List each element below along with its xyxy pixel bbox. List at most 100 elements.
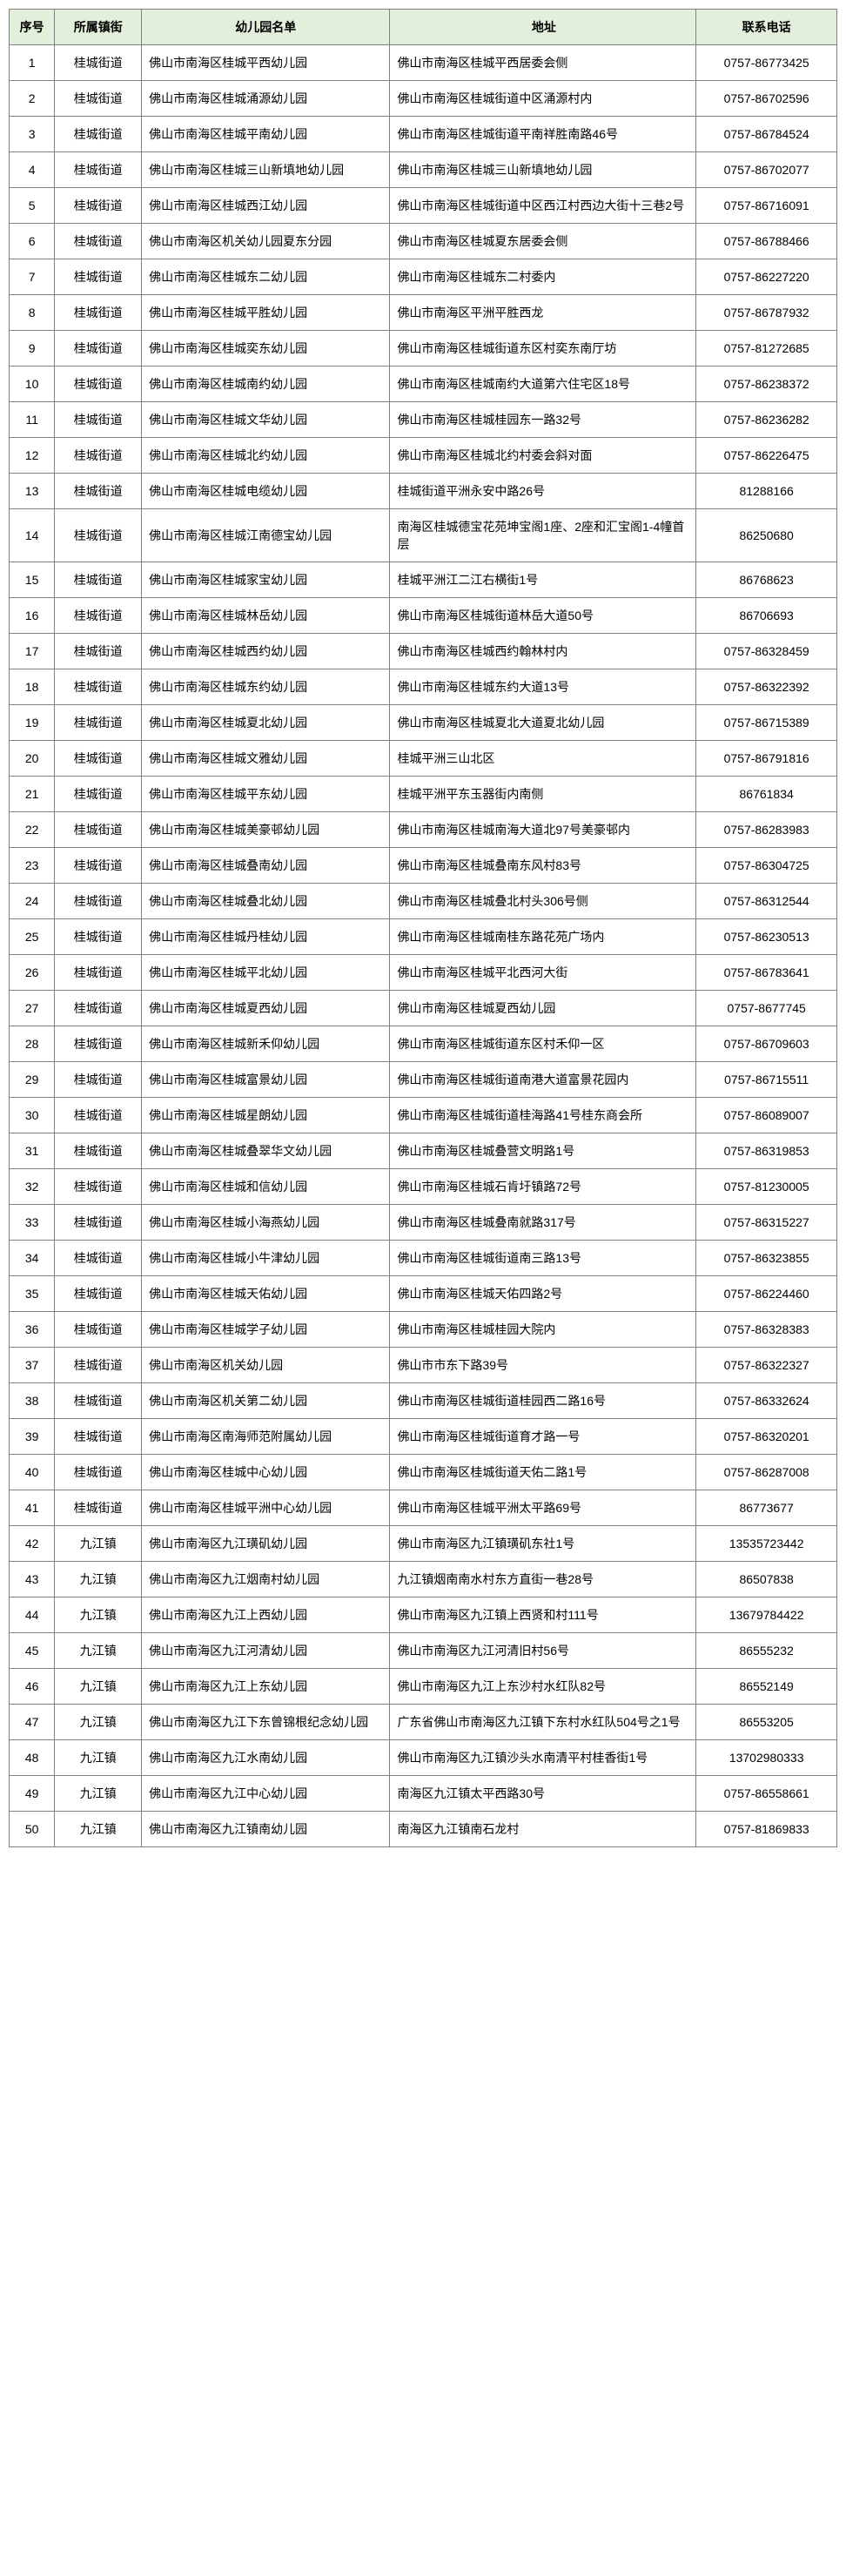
- table-row: 45九江镇佛山市南海区九江河清幼儿园佛山市南海区九江河清旧村56号8655523…: [10, 1633, 837, 1669]
- cell-phone: 0757-86715511: [696, 1062, 837, 1098]
- cell-name: 佛山市南海区桂城奕东幼儿园: [142, 331, 390, 367]
- cell-phone: 0757-8677745: [696, 991, 837, 1026]
- table-row: 24桂城街道佛山市南海区桂城叠北幼儿园佛山市南海区桂城叠北村头306号侧0757…: [10, 884, 837, 919]
- cell-seq: 30: [10, 1098, 55, 1133]
- cell-address: 佛山市南海区九江上东沙村水红队82号: [390, 1669, 696, 1705]
- cell-address: 佛山市南海区桂城街道东区村禾仰一区: [390, 1026, 696, 1062]
- cell-name: 佛山市南海区桂城南约幼儿园: [142, 367, 390, 402]
- cell-phone: 0757-86787932: [696, 295, 837, 331]
- cell-township: 桂城街道: [55, 741, 142, 777]
- cell-address: 佛山市南海区桂城街道天佑二路1号: [390, 1455, 696, 1490]
- cell-phone: 0757-86715389: [696, 705, 837, 741]
- cell-name: 佛山市南海区九江上东幼儿园: [142, 1669, 390, 1705]
- cell-seq: 47: [10, 1705, 55, 1740]
- cell-seq: 15: [10, 562, 55, 598]
- table-row: 30桂城街道佛山市南海区桂城星朗幼儿园佛山市南海区桂城街道桂海路41号桂东商会所…: [10, 1098, 837, 1133]
- cell-township: 桂城街道: [55, 1133, 142, 1169]
- cell-phone: 0757-86328383: [696, 1312, 837, 1348]
- cell-phone: 0757-86328459: [696, 634, 837, 669]
- cell-phone: 13535723442: [696, 1526, 837, 1562]
- table-row: 43九江镇佛山市南海区九江烟南村幼儿园九江镇烟南南水村东方直街一巷28号8650…: [10, 1562, 837, 1597]
- table-row: 20桂城街道佛山市南海区桂城文雅幼儿园桂城平洲三山北区0757-86791816: [10, 741, 837, 777]
- cell-address: 佛山市南海区桂城三山新填地幼儿园: [390, 152, 696, 188]
- cell-name: 佛山市南海区九江河清幼儿园: [142, 1633, 390, 1669]
- cell-address: 佛山市南海区九江镇沙头水南清平村桂香街1号: [390, 1740, 696, 1776]
- cell-name: 佛山市南海区桂城新禾仰幼儿园: [142, 1026, 390, 1062]
- cell-seq: 8: [10, 295, 55, 331]
- table-row: 27桂城街道佛山市南海区桂城夏西幼儿园佛山市南海区桂城夏西幼儿园0757-867…: [10, 991, 837, 1026]
- cell-name: 佛山市南海区九江水南幼儿园: [142, 1740, 390, 1776]
- cell-seq: 34: [10, 1241, 55, 1276]
- cell-township: 桂城街道: [55, 474, 142, 509]
- table-row: 11桂城街道佛山市南海区桂城文华幼儿园佛山市南海区桂城桂园东一路32号0757-…: [10, 402, 837, 438]
- cell-address: 南海区桂城德宝花苑坤宝阁1座、2座和汇宝阁1-4幢首层: [390, 509, 696, 562]
- table-row: 35桂城街道佛山市南海区桂城天佑幼儿园佛山市南海区桂城天佑四路2号0757-86…: [10, 1276, 837, 1312]
- cell-address: 佛山市南海区平洲平胜西龙: [390, 295, 696, 331]
- cell-seq: 39: [10, 1419, 55, 1455]
- cell-address: 佛山市南海区桂城叠北村头306号侧: [390, 884, 696, 919]
- cell-address: 佛山市南海区桂城叠南就路317号: [390, 1205, 696, 1241]
- cell-name: 佛山市南海区桂城林岳幼儿园: [142, 598, 390, 634]
- table-row: 36桂城街道佛山市南海区桂城学子幼儿园佛山市南海区桂城桂园大院内0757-863…: [10, 1312, 837, 1348]
- cell-name: 佛山市南海区桂城平洲中心幼儿园: [142, 1490, 390, 1526]
- table-row: 4桂城街道佛山市南海区桂城三山新填地幼儿园佛山市南海区桂城三山新填地幼儿园075…: [10, 152, 837, 188]
- table-row: 41桂城街道佛山市南海区桂城平洲中心幼儿园佛山市南海区桂城平洲太平路69号867…: [10, 1490, 837, 1526]
- cell-phone: 0757-86558661: [696, 1776, 837, 1812]
- cell-name: 佛山市南海区桂城东二幼儿园: [142, 259, 390, 295]
- cell-township: 桂城街道: [55, 45, 142, 81]
- cell-address: 九江镇烟南南水村东方直街一巷28号: [390, 1562, 696, 1597]
- cell-township: 桂城街道: [55, 705, 142, 741]
- cell-address: 桂城平洲三山北区: [390, 741, 696, 777]
- cell-address: 佛山市南海区桂城南海大道北97号美豪邨内: [390, 812, 696, 848]
- table-row: 8桂城街道佛山市南海区桂城平胜幼儿园佛山市南海区平洲平胜西龙0757-86787…: [10, 295, 837, 331]
- cell-seq: 7: [10, 259, 55, 295]
- cell-address: 佛山市南海区桂城平洲太平路69号: [390, 1490, 696, 1526]
- cell-address: 佛山市南海区桂城街道中区涌源村内: [390, 81, 696, 117]
- cell-address: 佛山市南海区桂城街道林岳大道50号: [390, 598, 696, 634]
- cell-name: 佛山市南海区桂城夏北幼儿园: [142, 705, 390, 741]
- cell-name: 佛山市南海区桂城西约幼儿园: [142, 634, 390, 669]
- table-row: 3桂城街道佛山市南海区桂城平南幼儿园佛山市南海区桂城街道平南祥胜南路46号075…: [10, 117, 837, 152]
- cell-seq: 2: [10, 81, 55, 117]
- cell-seq: 9: [10, 331, 55, 367]
- cell-address: 佛山市南海区桂城夏北大道夏北幼儿园: [390, 705, 696, 741]
- cell-township: 桂城街道: [55, 81, 142, 117]
- cell-address: 佛山市市东下路39号: [390, 1348, 696, 1383]
- cell-phone: 0757-86320201: [696, 1419, 837, 1455]
- header-address: 地址: [390, 10, 696, 45]
- cell-township: 桂城街道: [55, 152, 142, 188]
- cell-address: 佛山市南海区桂城街道育才路一号: [390, 1419, 696, 1455]
- cell-seq: 5: [10, 188, 55, 224]
- cell-name: 佛山市南海区桂城平西幼儿园: [142, 45, 390, 81]
- cell-township: 九江镇: [55, 1740, 142, 1776]
- cell-phone: 0757-86226475: [696, 438, 837, 474]
- table-row: 18桂城街道佛山市南海区桂城东约幼儿园佛山市南海区桂城东约大道13号0757-8…: [10, 669, 837, 705]
- cell-phone: 86706693: [696, 598, 837, 634]
- table-row: 29桂城街道佛山市南海区桂城富景幼儿园佛山市南海区桂城街道南港大道富景花园内07…: [10, 1062, 837, 1098]
- cell-township: 桂城街道: [55, 669, 142, 705]
- table-row: 7桂城街道佛山市南海区桂城东二幼儿园佛山市南海区桂城东二村委内0757-8622…: [10, 259, 837, 295]
- cell-phone: 86552149: [696, 1669, 837, 1705]
- cell-phone: 0757-86283983: [696, 812, 837, 848]
- cell-name: 佛山市南海区桂城叠北幼儿园: [142, 884, 390, 919]
- cell-name: 佛山市南海区桂城天佑幼儿园: [142, 1276, 390, 1312]
- table-row: 37桂城街道佛山市南海区机关幼儿园佛山市市东下路39号0757-86322327: [10, 1348, 837, 1383]
- cell-seq: 3: [10, 117, 55, 152]
- cell-seq: 35: [10, 1276, 55, 1312]
- cell-phone: 0757-86784524: [696, 117, 837, 152]
- cell-township: 桂城街道: [55, 955, 142, 991]
- cell-address: 佛山市南海区桂城北约村委会斜对面: [390, 438, 696, 474]
- table-row: 22桂城街道佛山市南海区桂城美豪邨幼儿园佛山市南海区桂城南海大道北97号美豪邨内…: [10, 812, 837, 848]
- cell-township: 桂城街道: [55, 991, 142, 1026]
- cell-address: 佛山市南海区桂城街道平南祥胜南路46号: [390, 117, 696, 152]
- cell-phone: 0757-86224460: [696, 1276, 837, 1312]
- cell-seq: 46: [10, 1669, 55, 1705]
- cell-township: 桂城街道: [55, 1276, 142, 1312]
- cell-phone: 0757-86236282: [696, 402, 837, 438]
- cell-name: 佛山市南海区桂城学子幼儿园: [142, 1312, 390, 1348]
- cell-seq: 14: [10, 509, 55, 562]
- cell-seq: 32: [10, 1169, 55, 1205]
- cell-phone: 0757-86783641: [696, 955, 837, 991]
- cell-name: 佛山市南海区九江璜矶幼儿园: [142, 1526, 390, 1562]
- cell-township: 桂城街道: [55, 402, 142, 438]
